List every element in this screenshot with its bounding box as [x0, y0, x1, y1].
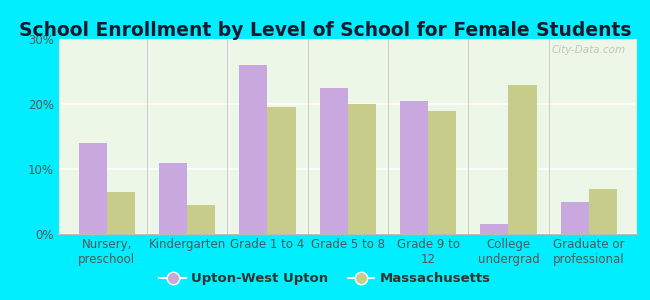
Bar [428, 110, 456, 234]
Bar [561, 202, 589, 234]
Bar [79, 143, 107, 234]
Text: School Enrollment by Level of School for Female Students: School Enrollment by Level of School for… [19, 21, 631, 40]
Bar [480, 224, 508, 234]
Bar [508, 85, 536, 234]
Text: City-Data.com: City-Data.com [551, 45, 625, 55]
Bar [589, 188, 617, 234]
Bar [267, 107, 296, 234]
Bar [348, 104, 376, 234]
Bar [400, 101, 428, 234]
Bar [239, 65, 267, 234]
Bar [107, 192, 135, 234]
Legend: Upton-West Upton, Massachusetts: Upton-West Upton, Massachusetts [154, 267, 496, 290]
Bar [320, 88, 348, 234]
Bar [187, 205, 215, 234]
Bar [159, 163, 187, 234]
